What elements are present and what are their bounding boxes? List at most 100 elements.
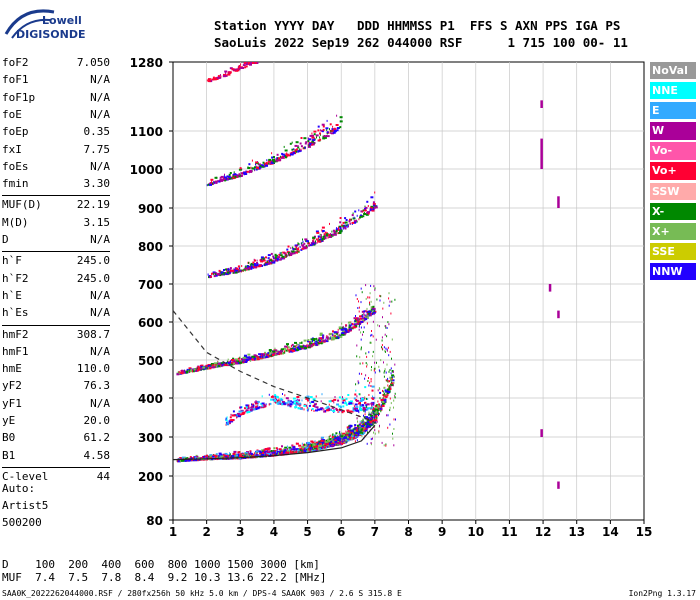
echo-point (369, 420, 373, 423)
echo-point (358, 433, 362, 436)
echo-point (366, 397, 367, 400)
echo-point (319, 337, 323, 340)
echo-point (220, 272, 222, 275)
echo-point (293, 148, 295, 151)
echo-point (219, 365, 221, 368)
echo-point (218, 452, 222, 455)
echo-point (365, 315, 367, 318)
param-separator (2, 251, 110, 253)
echo-point (336, 114, 338, 117)
echo-point (229, 363, 233, 366)
param-row: h`F2 245.0 (2, 272, 110, 289)
echo-point (373, 417, 374, 420)
echo-point (218, 180, 221, 183)
y-tick-label: 800 (138, 240, 163, 254)
echo-point (370, 442, 372, 444)
echo-point (333, 335, 336, 338)
echo-point (378, 325, 380, 328)
echo-point (359, 422, 361, 425)
echo-point (307, 340, 309, 343)
echo-point (391, 378, 393, 381)
echo-point (322, 125, 325, 128)
echo-point (370, 385, 372, 387)
echo-point (360, 348, 362, 351)
echo-point (299, 142, 302, 145)
echo-point (268, 262, 271, 264)
echo-point (310, 443, 313, 446)
param-row: fxI 7.75 (2, 143, 110, 160)
echo-point (352, 326, 356, 329)
echo-point (202, 456, 203, 459)
echo-point (292, 247, 295, 250)
echo-point (393, 399, 395, 402)
echo-point (217, 361, 219, 364)
echo-point (262, 450, 264, 453)
echo-point (336, 442, 340, 445)
echo-point (177, 459, 179, 462)
echo-point (335, 438, 337, 441)
echo-point (347, 426, 351, 428)
echo-point (231, 359, 234, 361)
echo-point (274, 260, 276, 263)
echo-point (340, 406, 342, 409)
echo-point (241, 412, 243, 415)
echo-point (268, 350, 271, 353)
echo-point (326, 442, 328, 445)
echo-point (360, 210, 363, 213)
echo-point (321, 238, 324, 241)
echo-point (256, 405, 258, 407)
echo-point (372, 305, 375, 308)
auto-version: 500200 (2, 516, 42, 529)
param-value: 110.0 (76, 362, 110, 376)
echo-point (367, 425, 370, 428)
echo-point (233, 69, 236, 72)
echo-point (364, 410, 366, 413)
echo-point (362, 432, 364, 435)
echo-point (249, 357, 252, 360)
param-row: foF1 N/A (2, 73, 110, 90)
echo-point (342, 401, 345, 404)
echo-point (391, 300, 393, 303)
echo-point (278, 401, 281, 404)
echo-point (239, 361, 243, 364)
echo-point (363, 421, 365, 423)
echo-point (364, 318, 368, 321)
echo-point (363, 414, 364, 417)
echo-point (383, 395, 385, 398)
echo-point (354, 409, 358, 412)
echo-point (358, 218, 360, 221)
echo-point (254, 452, 256, 455)
echo-point (320, 400, 322, 403)
echo-point (338, 438, 339, 441)
echo-point (252, 404, 255, 407)
x-tick-label: 10 (467, 525, 484, 539)
echo-point (343, 441, 346, 444)
echo-point (192, 459, 195, 462)
echo-point (239, 454, 243, 457)
echo-point (315, 441, 318, 444)
echo-point (232, 272, 234, 274)
echo-point (367, 312, 371, 315)
echo-point (251, 403, 253, 406)
param-name: MUF(D) (2, 198, 42, 212)
echo-point (302, 238, 303, 241)
echo-point (245, 170, 249, 173)
echo-point (382, 307, 384, 310)
echo-point (374, 416, 378, 419)
echo-point (324, 446, 326, 449)
echo-point (279, 155, 281, 158)
legend-item: Vo+ (650, 162, 696, 180)
echo-point (331, 439, 335, 442)
echo-point (342, 405, 345, 408)
echo-point (331, 438, 333, 441)
echo-point (277, 451, 281, 454)
echo-point (369, 314, 372, 317)
echo-point (200, 364, 204, 367)
echo-point (356, 321, 358, 324)
echo-point (251, 167, 254, 170)
echo-point (360, 287, 362, 290)
echo-point (345, 397, 348, 400)
echo-point (244, 267, 248, 270)
echo-point (262, 354, 265, 357)
echo-point (289, 254, 291, 257)
